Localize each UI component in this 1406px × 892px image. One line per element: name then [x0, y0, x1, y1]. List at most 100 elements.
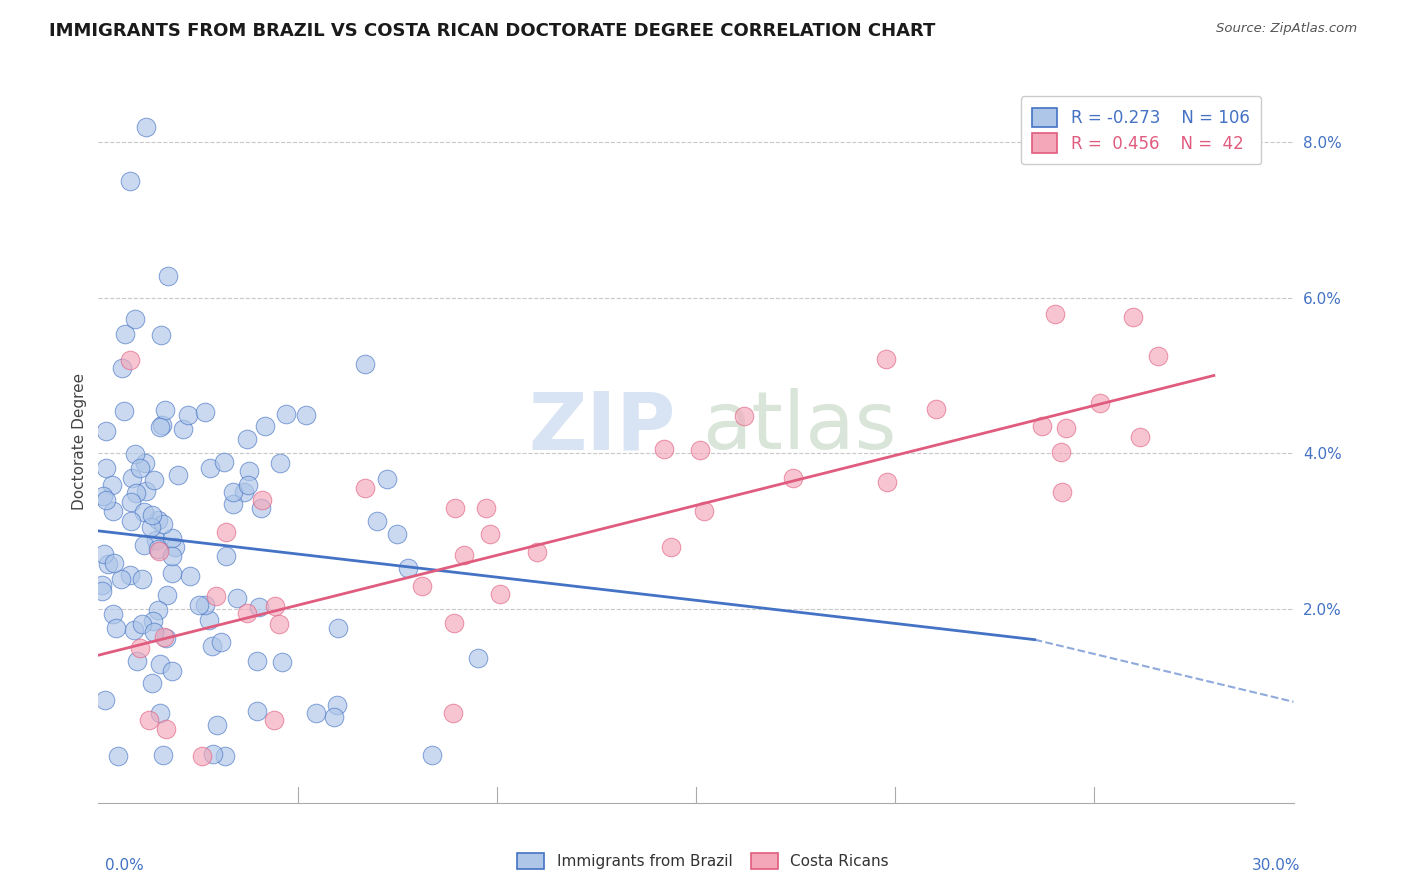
Point	[326, 698, 349, 712]
Point	[105, 621, 128, 635]
Point	[1031, 419, 1053, 434]
Point	[155, 631, 177, 645]
Point	[276, 407, 298, 421]
Point	[326, 621, 349, 635]
Point	[148, 603, 170, 617]
Point	[366, 514, 388, 528]
Point	[101, 504, 124, 518]
Point	[141, 520, 163, 534]
Point	[263, 713, 285, 727]
Point	[141, 508, 163, 523]
Point	[122, 623, 145, 637]
Text: Source: ZipAtlas.com: Source: ZipAtlas.com	[1216, 22, 1357, 36]
Point	[120, 515, 142, 529]
Point	[101, 477, 124, 491]
Point	[135, 484, 157, 499]
Point	[212, 455, 235, 469]
Point	[201, 639, 224, 653]
Point	[453, 548, 475, 562]
Point	[246, 654, 269, 668]
Point	[249, 500, 271, 515]
Point	[411, 579, 433, 593]
Point	[225, 591, 247, 606]
Point	[120, 495, 142, 509]
Point	[264, 599, 287, 613]
Point	[149, 657, 172, 672]
Point	[652, 442, 675, 456]
Point	[142, 614, 165, 628]
Text: 0.0%: 0.0%	[105, 858, 145, 873]
Point	[152, 630, 174, 644]
Point	[166, 467, 188, 482]
Point	[153, 402, 176, 417]
Point	[118, 567, 141, 582]
Point	[201, 747, 224, 762]
Point	[247, 599, 270, 614]
Point	[96, 461, 118, 475]
Point	[222, 498, 245, 512]
Point	[129, 641, 152, 656]
Point	[354, 358, 377, 372]
Point	[214, 749, 236, 764]
Point	[269, 456, 291, 470]
Point	[190, 749, 212, 764]
Point	[205, 718, 228, 732]
Point	[1050, 484, 1073, 499]
Point	[155, 722, 177, 736]
Point	[114, 327, 136, 342]
Point	[121, 471, 143, 485]
Point	[150, 328, 173, 343]
Point	[131, 572, 153, 586]
Point	[295, 408, 318, 422]
Point	[149, 419, 172, 434]
Point	[215, 549, 238, 563]
Point	[114, 404, 136, 418]
Point	[160, 549, 183, 563]
Text: atlas: atlas	[702, 388, 896, 467]
Point	[269, 616, 291, 631]
Point	[246, 704, 269, 718]
Point	[125, 486, 148, 500]
Point	[270, 656, 292, 670]
Legend: Immigrants from Brazil, Costa Ricans: Immigrants from Brazil, Costa Ricans	[510, 847, 896, 875]
Point	[1049, 444, 1071, 458]
Point	[107, 749, 129, 764]
Point	[152, 516, 174, 531]
Point	[782, 471, 804, 485]
Point	[194, 405, 217, 419]
Point	[156, 588, 179, 602]
Point	[733, 409, 755, 423]
Point	[135, 120, 157, 134]
Point	[110, 572, 132, 586]
Point	[149, 706, 172, 721]
Point	[238, 464, 260, 478]
Point	[396, 561, 419, 575]
Point	[222, 485, 245, 500]
Point	[200, 460, 222, 475]
Legend: R = -0.273    N = 106, R =  0.456    N =  42: R = -0.273 N = 106, R = 0.456 N = 42	[1021, 95, 1261, 164]
Point	[475, 501, 498, 516]
Point	[215, 524, 238, 539]
Point	[179, 569, 201, 583]
Point	[693, 504, 716, 518]
Point	[1122, 310, 1144, 325]
Point	[876, 475, 898, 489]
Point	[103, 556, 125, 570]
Point	[420, 747, 443, 762]
Point	[478, 527, 501, 541]
Point	[127, 654, 149, 668]
Point	[236, 606, 259, 620]
Point	[134, 456, 156, 470]
Point	[138, 713, 160, 727]
Point	[875, 351, 897, 366]
Point	[111, 360, 134, 375]
Text: 30.0%: 30.0%	[1253, 858, 1301, 873]
Point	[101, 607, 124, 621]
Point	[238, 477, 260, 491]
Text: IMMIGRANTS FROM BRAZIL VS COSTA RICAN DOCTORATE DEGREE CORRELATION CHART: IMMIGRANTS FROM BRAZIL VS COSTA RICAN DO…	[49, 22, 935, 40]
Point	[659, 540, 682, 554]
Point	[1147, 349, 1170, 363]
Point	[165, 540, 187, 554]
Point	[323, 709, 346, 723]
Point	[194, 598, 217, 612]
